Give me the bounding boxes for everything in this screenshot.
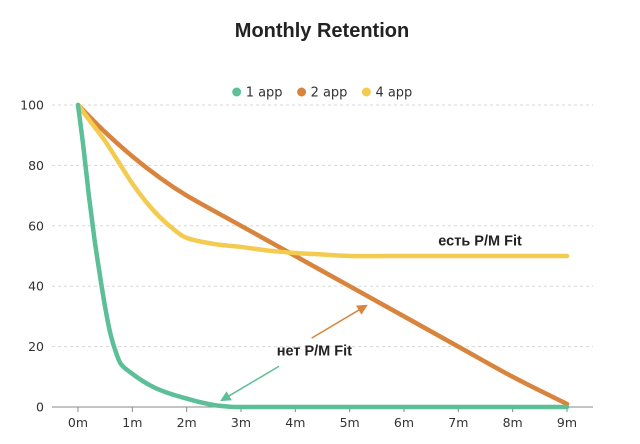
x-tick-label: 7m [448, 415, 468, 430]
legend-marker [297, 87, 307, 97]
y-tick-label: 40 [28, 279, 44, 294]
legend-marker [361, 87, 371, 97]
series-line-1-app [75, 102, 570, 410]
x-tick-label: 8m [503, 415, 523, 430]
y-tick-label: 100 [20, 98, 44, 113]
legend-item: 4 app [361, 86, 412, 101]
x-tick-label: 9m [557, 415, 577, 430]
legend-label: 4 app [375, 86, 412, 101]
legend-item: 1 app [232, 86, 283, 101]
y-tick-label: 20 [28, 339, 44, 354]
legend-item: 2 app [297, 86, 347, 101]
annotation-label: нет P/M Fit [277, 344, 352, 360]
x-tick-label: 5m [340, 415, 360, 430]
x-tick-label: 1m [122, 415, 142, 430]
legend-label: 2 app [311, 86, 348, 101]
chart-title: Monthly Retention [235, 20, 409, 42]
annotation-arrow [311, 304, 368, 339]
axes: 0 20 40 60 80 100 0m 1m 2m 3m 4m 5m 6m 7m 8m 9m [20, 98, 593, 430]
x-tick-label: 2m [177, 415, 197, 430]
legend-label: 1 app [246, 86, 283, 101]
series-line-2-app [75, 102, 570, 407]
legend: 1 app 2 app 4 app [232, 86, 412, 101]
x-tick-label: 3m [231, 415, 251, 430]
annotations: есть P/M Fit нет P/M Fit [220, 233, 522, 402]
y-tick-label: 60 [28, 218, 44, 233]
y-tick-label: 0 [36, 400, 44, 415]
y-tick-label: 80 [28, 158, 44, 173]
x-tick-label: 6m [394, 415, 414, 430]
series [75, 102, 570, 410]
x-tick-label: 4m [285, 415, 305, 430]
legend-marker [232, 87, 242, 97]
annotation-arrow [220, 365, 280, 402]
x-tick-label: 0m [68, 415, 88, 430]
grid [52, 104, 593, 348]
series-line-4-app [75, 102, 570, 259]
annotation-label: есть P/M Fit [438, 233, 522, 249]
